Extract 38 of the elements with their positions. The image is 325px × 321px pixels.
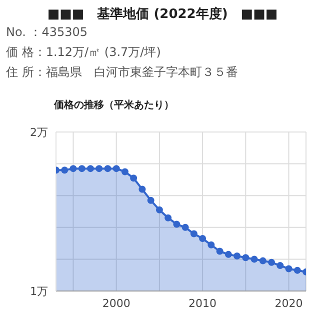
point (138, 186, 146, 193)
point (96, 165, 103, 172)
chart-subtitle: 価格の推移（平米あたり） (54, 98, 174, 112)
point (268, 258, 276, 266)
point (121, 168, 128, 176)
point (208, 241, 215, 248)
text: No. ：435305 (6, 24, 88, 41)
point (224, 250, 232, 258)
chart-title: ■■■ 基準地価 (2022年度) ■■■ (46, 6, 279, 23)
point (78, 165, 86, 172)
point (294, 266, 301, 274)
point (61, 166, 68, 174)
point (234, 252, 241, 260)
point (112, 165, 120, 172)
y-tick-label: 1万 (30, 284, 48, 298)
point (190, 230, 198, 238)
x-tick-label: 2000 (102, 296, 130, 310)
x-tick-label: 2020 (274, 296, 303, 310)
text: 住 所：福島県 白河市東釜子字本町３５番 (6, 64, 238, 81)
point (86, 165, 94, 172)
point (250, 256, 258, 263)
point (164, 214, 172, 222)
point (173, 220, 180, 228)
point (182, 224, 189, 231)
point (242, 254, 250, 262)
point (156, 206, 163, 214)
point (130, 174, 138, 182)
point (276, 262, 284, 270)
text: 価 格：1.12万/㎡ (3.7万/坪) (6, 44, 161, 61)
point (285, 265, 292, 272)
point (216, 248, 224, 255)
point (147, 196, 154, 204)
y-tick-label: 2万 (30, 126, 48, 139)
point (70, 165, 77, 172)
point (199, 235, 206, 242)
point (259, 257, 266, 264)
point (104, 165, 112, 172)
x-tick-label: 2010 (188, 296, 217, 310)
